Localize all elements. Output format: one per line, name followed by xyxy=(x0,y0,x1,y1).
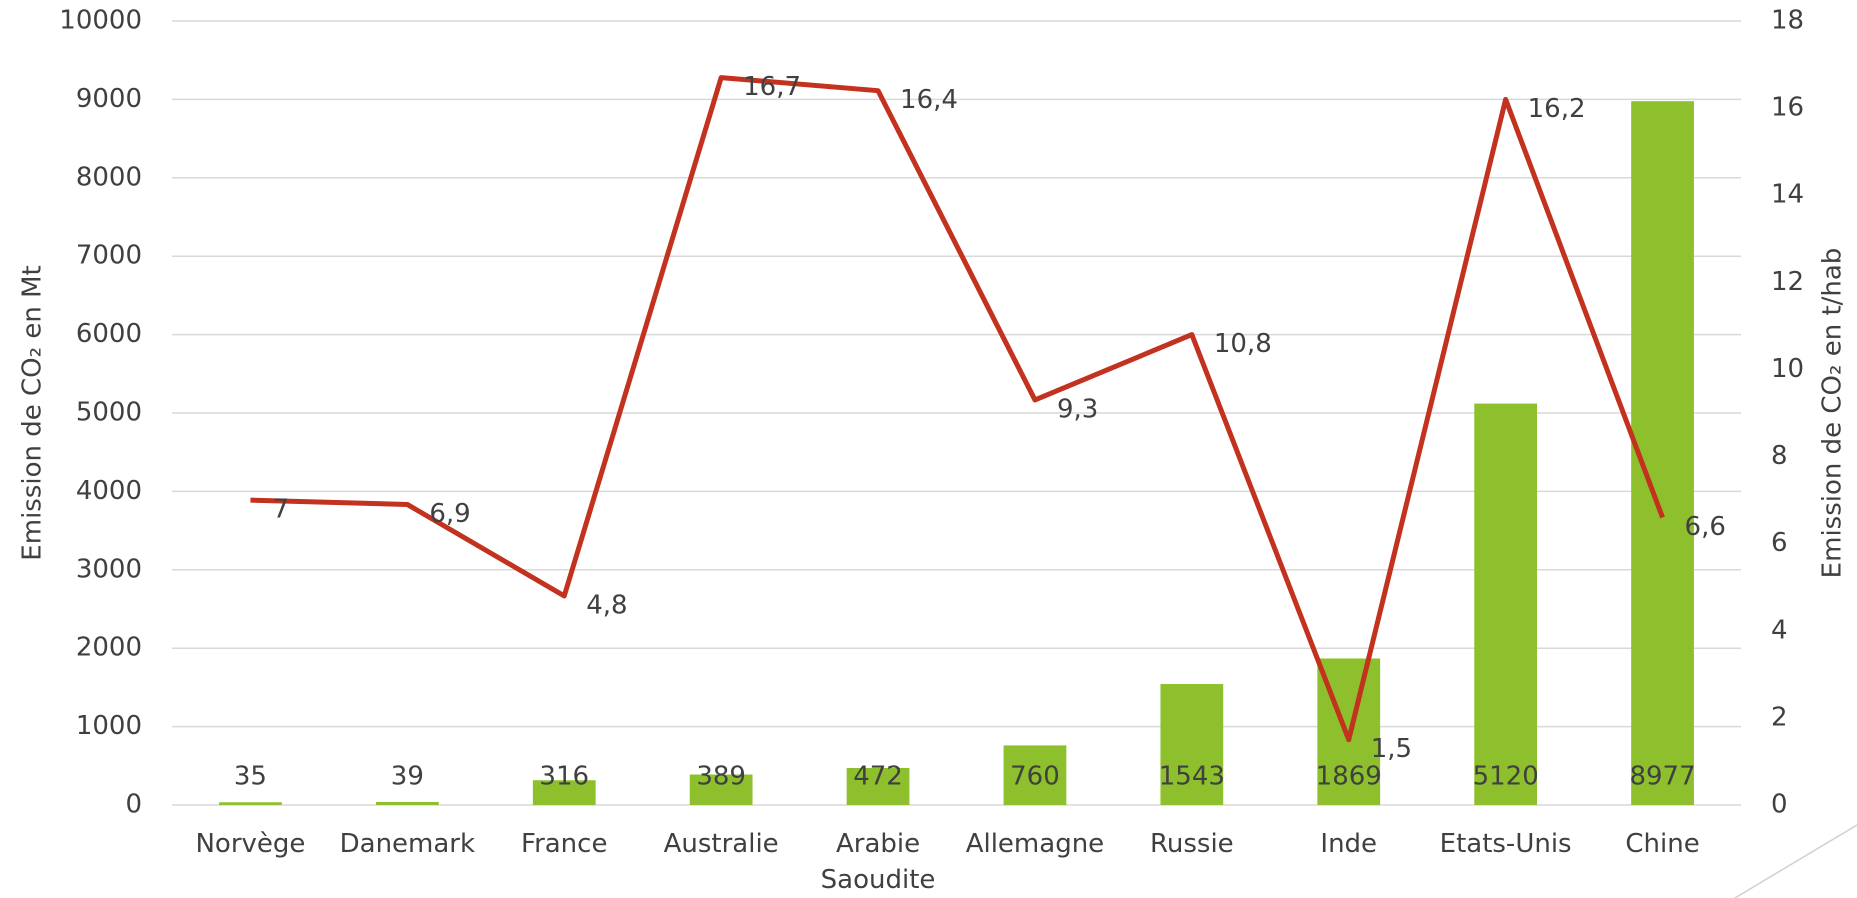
line-value-label: 7 xyxy=(272,495,289,525)
line-value-label: 6,9 xyxy=(429,499,470,529)
y-tick-label: 10000 xyxy=(59,6,142,36)
bar xyxy=(219,802,282,805)
bar xyxy=(689,774,753,805)
bar-value-label: 389 xyxy=(696,762,746,792)
line xyxy=(250,75,1665,743)
bar xyxy=(846,767,910,805)
y-tick-label: 1000 xyxy=(76,711,142,741)
y2-axis-title: Emission de CO₂ en t/hab xyxy=(1818,248,1848,579)
bar-value-label: 5120 xyxy=(1473,762,1539,792)
y-tick-label: 2000 xyxy=(76,633,142,663)
y2-tick-label: 16 xyxy=(1771,93,1804,123)
x-tick-label: Chine xyxy=(1625,829,1700,859)
y-tick-label: 5000 xyxy=(76,398,142,428)
bar xyxy=(1160,684,1224,805)
bar xyxy=(1631,101,1694,806)
bar-value-label: 1869 xyxy=(1316,762,1382,792)
y2-tick-label: 8 xyxy=(1771,441,1788,471)
y2-tick-label: 0 xyxy=(1771,790,1788,820)
y-tick-label: 9000 xyxy=(76,84,142,114)
y-tick-label: 3000 xyxy=(76,554,142,584)
x-tick-label: Russie xyxy=(1149,829,1234,859)
y-tick-label: 7000 xyxy=(76,241,142,271)
y2-tick-label: 4 xyxy=(1771,615,1788,645)
line-value-label: 4,8 xyxy=(586,590,627,620)
line-value-label: 6,6 xyxy=(1685,512,1726,542)
x-tick-label: Danemark xyxy=(339,829,476,859)
bar-value-label: 1543 xyxy=(1159,762,1225,792)
y2-tick-label: 6 xyxy=(1771,528,1788,558)
bar xyxy=(532,780,596,805)
bar xyxy=(1474,403,1538,805)
y2-tick-label: 12 xyxy=(1771,267,1804,297)
x-tick-label: Arabie Saoudite xyxy=(820,829,936,895)
bar-value-label: 35 xyxy=(234,762,267,792)
bar-value-label: 760 xyxy=(1010,762,1060,792)
y2-tick-label: 10 xyxy=(1771,354,1804,384)
x-tick-label: Etats-Unis xyxy=(1439,829,1572,859)
y-tick-label: 0 xyxy=(125,790,142,820)
y-tick-label: 8000 xyxy=(76,162,142,192)
y2-tick-label: 14 xyxy=(1771,180,1804,210)
x-tick-label: Inde xyxy=(1320,829,1378,859)
line-value-label: 9,3 xyxy=(1057,394,1098,424)
line-value-label: 16,7 xyxy=(743,72,801,102)
decoration xyxy=(1734,824,1857,898)
x-tick-label: France xyxy=(521,829,608,859)
bar xyxy=(375,801,439,805)
line-value-label: 1,5 xyxy=(1371,734,1412,764)
bar-value-label: 472 xyxy=(853,762,903,792)
y2-tick-label: 2 xyxy=(1771,702,1788,732)
bar-value-label: 8977 xyxy=(1629,762,1695,792)
y2-tick-label: 18 xyxy=(1771,6,1804,36)
bar xyxy=(1003,745,1067,805)
y-tick-label: 4000 xyxy=(76,476,142,506)
x-tick-label: Norvège xyxy=(195,829,306,859)
y-tick-label: 6000 xyxy=(76,319,142,349)
y-axis-title: Emission de CO₂ en Mt xyxy=(18,265,48,560)
x-tick-label: Allemagne xyxy=(965,829,1105,859)
x-tick-label: Australie xyxy=(663,829,779,859)
bar-value-label: 39 xyxy=(391,762,424,792)
line-value-label: 16,2 xyxy=(1528,94,1586,124)
line-value-label: 10,8 xyxy=(1214,329,1272,359)
line-value-label: 16,4 xyxy=(900,85,958,115)
bar-value-label: 316 xyxy=(539,762,589,792)
